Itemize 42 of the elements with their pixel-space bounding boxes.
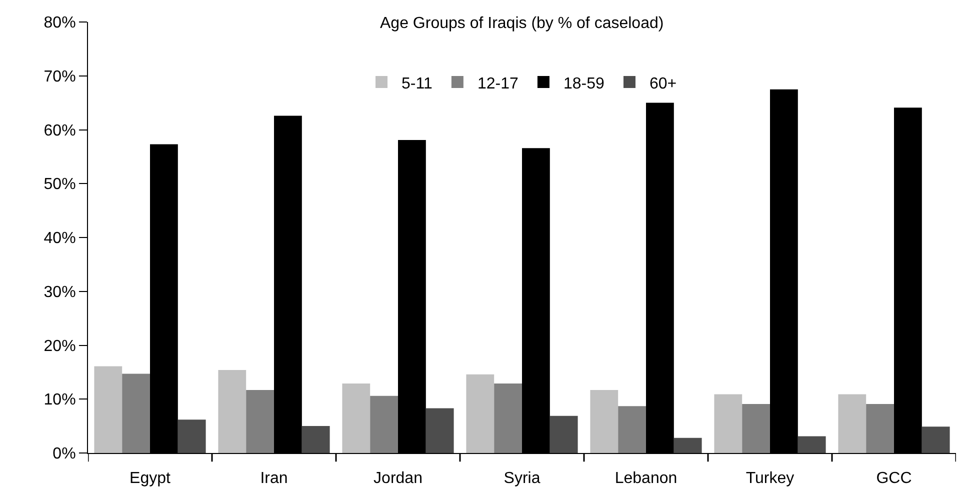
bar bbox=[122, 374, 150, 453]
y-tick-label: 10% bbox=[44, 392, 76, 409]
legend-label: 5-11 bbox=[402, 75, 432, 92]
bar bbox=[674, 438, 702, 453]
bar bbox=[866, 404, 894, 453]
bar bbox=[370, 396, 398, 453]
legend-label: 18-59 bbox=[563, 75, 604, 92]
bar bbox=[178, 420, 206, 453]
y-tick-label: 50% bbox=[44, 176, 76, 194]
y-tick-label: 70% bbox=[44, 68, 76, 86]
x-tick-label: Syria bbox=[504, 470, 540, 488]
y-tick-label: 60% bbox=[44, 122, 76, 140]
x-tick-label: Egypt bbox=[130, 470, 172, 488]
bar bbox=[302, 426, 330, 453]
x-tick-label: Jordan bbox=[374, 470, 422, 488]
bar bbox=[742, 404, 770, 453]
bar bbox=[342, 384, 370, 453]
x-tick-label: GCC bbox=[876, 470, 912, 488]
bar bbox=[218, 370, 246, 453]
bar bbox=[550, 416, 578, 453]
legend-label: 60+ bbox=[649, 75, 677, 92]
y-tick-label: 80% bbox=[44, 14, 76, 32]
y-tick-label: 40% bbox=[44, 230, 76, 248]
y-tick-label: 30% bbox=[44, 284, 76, 301]
legend-label: 12-17 bbox=[477, 75, 518, 92]
bar bbox=[246, 390, 274, 453]
x-tick-label: Turkey bbox=[746, 470, 794, 488]
bar bbox=[94, 366, 122, 453]
bar bbox=[426, 408, 454, 453]
bar bbox=[590, 390, 618, 453]
y-tick-label: 0% bbox=[52, 446, 76, 463]
chart-title: Age Groups of Iraqis (by % of caseload) bbox=[380, 15, 664, 32]
bar bbox=[618, 406, 646, 453]
bar bbox=[466, 374, 494, 453]
x-tick-label: Iran bbox=[260, 470, 288, 488]
y-tick-label: 20% bbox=[44, 338, 76, 355]
x-tick-label: Lebanon bbox=[614, 470, 678, 488]
bar bbox=[798, 436, 826, 453]
bar bbox=[714, 394, 742, 453]
bar bbox=[922, 426, 950, 453]
bar bbox=[494, 384, 522, 453]
bar bbox=[838, 394, 866, 453]
